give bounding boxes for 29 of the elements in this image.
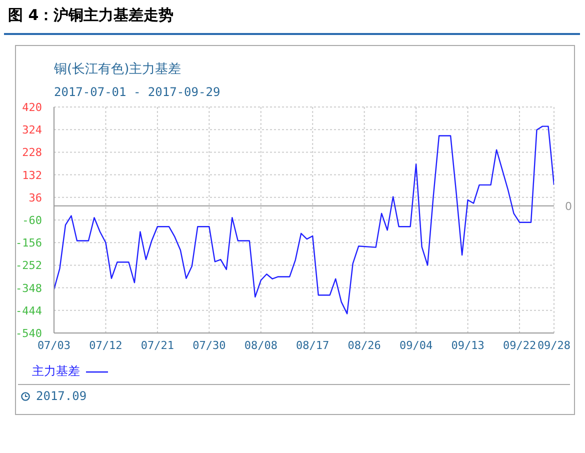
y-tick-label: 228 bbox=[22, 146, 42, 160]
y-tick-label: -444 bbox=[16, 304, 42, 318]
y-tick-label: -156 bbox=[16, 236, 42, 250]
x-tick-label: 09/28 bbox=[537, 338, 571, 352]
y-tick-label: 132 bbox=[22, 168, 42, 182]
text: 2017.09 bbox=[36, 389, 87, 403]
chart-subtitle: 铜(长江有色)主力基差 bbox=[54, 61, 182, 78]
x-tick-label: 08/17 bbox=[296, 338, 330, 352]
y-tick-label: -252 bbox=[16, 259, 42, 272]
x-tick-label: 08/08 bbox=[244, 338, 278, 352]
x-tick-label: 09/13 bbox=[451, 338, 484, 352]
legend-label: 主力基差 bbox=[32, 363, 81, 380]
x-tick-label: 08/26 bbox=[348, 338, 381, 352]
y-tick-label: 36 bbox=[28, 191, 42, 204]
ref-line-label: 0 bbox=[565, 200, 572, 213]
x-tick-label: 09/22 bbox=[502, 338, 536, 352]
chart-title: 图 4：沪铜主力基差走势 bbox=[8, 6, 174, 25]
x-tick-label: 07/03 bbox=[37, 338, 71, 352]
y-tick-label: 324 bbox=[22, 124, 42, 137]
x-tick-label: 07/12 bbox=[89, 338, 122, 352]
x-tick-label: 09/04 bbox=[400, 338, 433, 352]
y-tick-label: -60 bbox=[22, 214, 42, 227]
y-tick-label: -540 bbox=[16, 327, 42, 340]
x-tick-label: 07/30 bbox=[192, 338, 226, 352]
text: 2017-07-01 - 2017-09-29 bbox=[54, 85, 220, 99]
line-series bbox=[54, 126, 554, 314]
x-tick-label: 07/21 bbox=[140, 338, 174, 352]
y-tick-label: 420 bbox=[22, 101, 42, 114]
y-tick-label: -348 bbox=[16, 282, 42, 295]
